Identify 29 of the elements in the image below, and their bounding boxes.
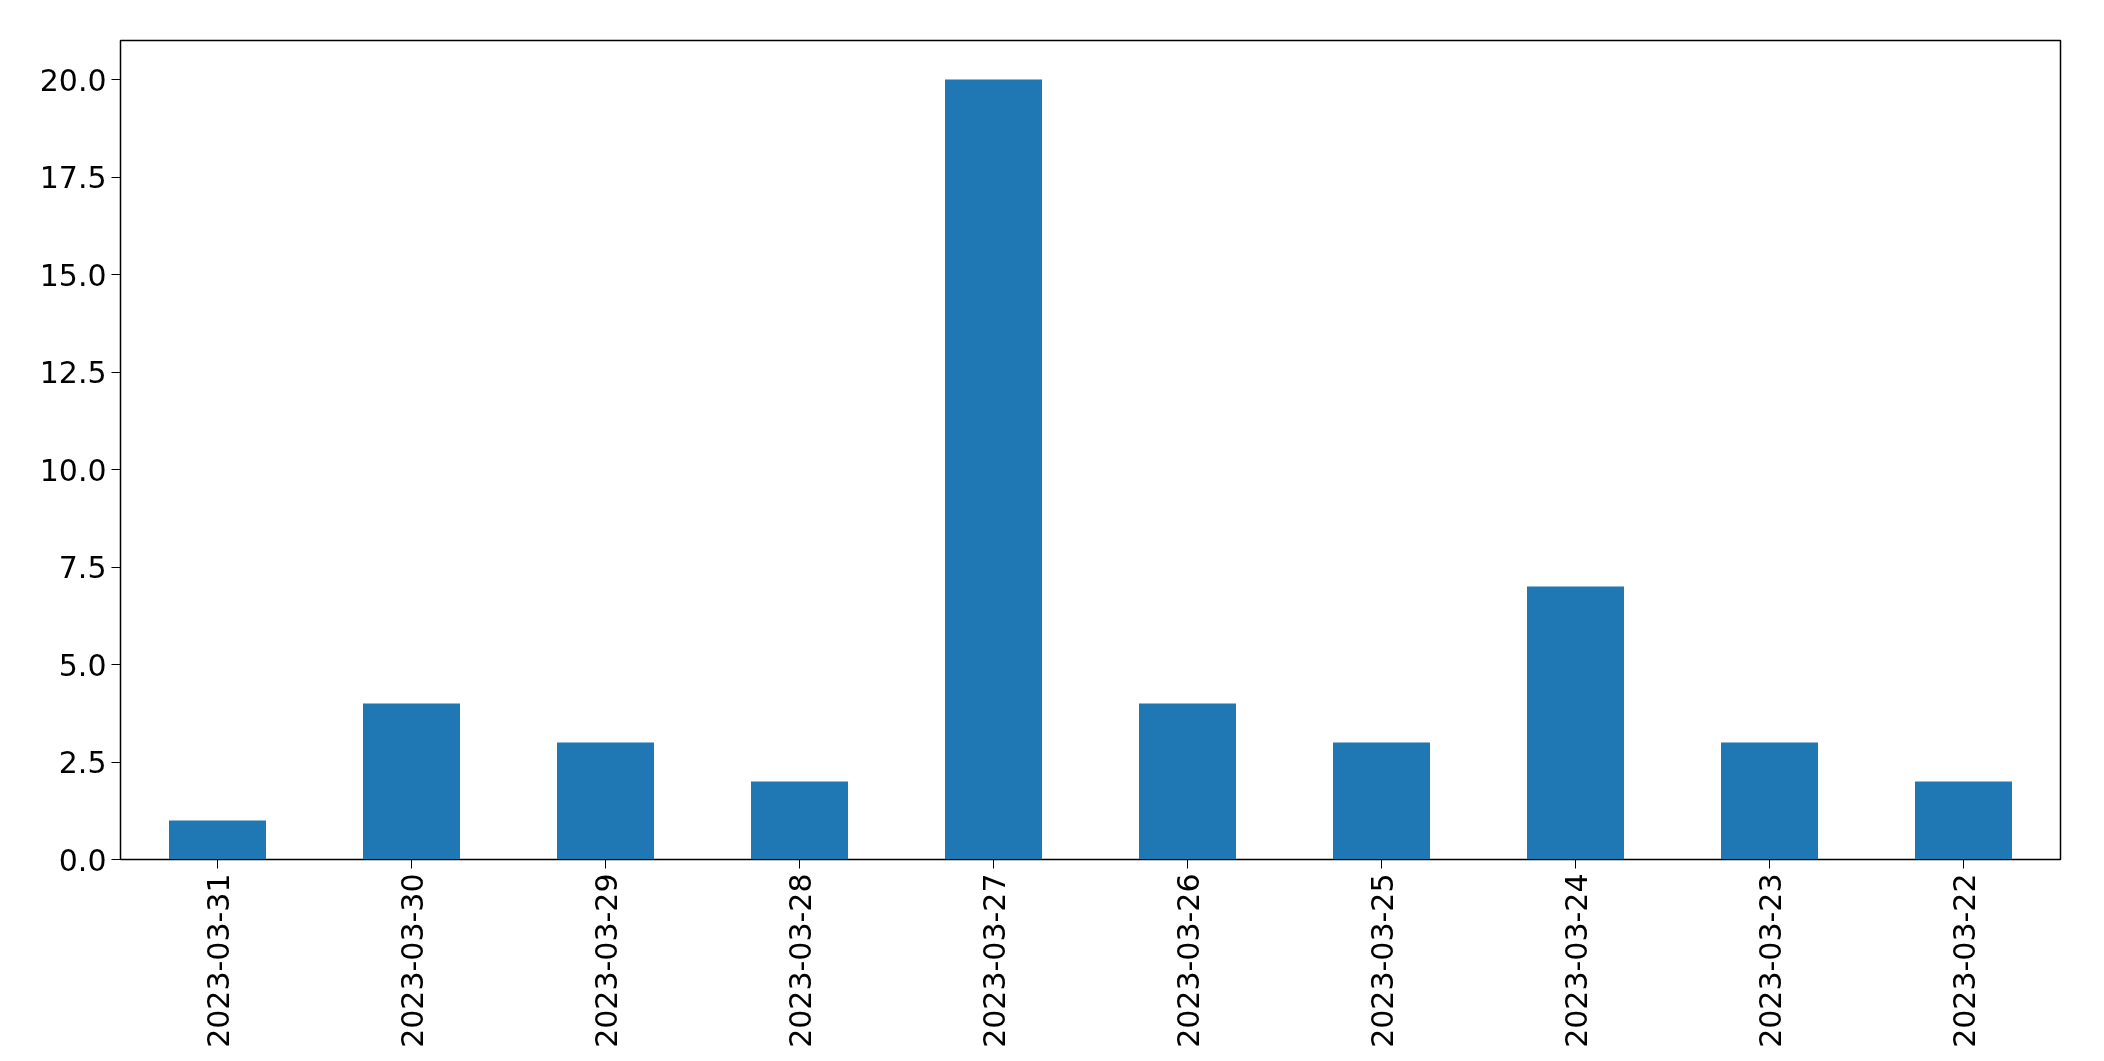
y-tick-label: 5.0 xyxy=(58,647,107,683)
x-tick-label: 2023-03-29 xyxy=(588,873,624,1048)
bar xyxy=(557,742,654,860)
bar xyxy=(169,820,266,860)
y-tick-label: 17.5 xyxy=(39,160,107,195)
x-tick-label: 2023-03-24 xyxy=(1558,873,1594,1048)
bar xyxy=(363,703,460,860)
y-tick-label: 10.0 xyxy=(39,452,107,488)
x-tick-label: 2023-03-26 xyxy=(1170,873,1206,1048)
y-tick-label: 0.0 xyxy=(58,842,107,878)
bar xyxy=(1721,742,1818,860)
x-tick-label: 2023-03-30 xyxy=(394,873,430,1048)
y-tick-label: 7.5 xyxy=(58,550,107,585)
bar xyxy=(1333,742,1430,860)
x-tick-label: 2023-03-22 xyxy=(1946,873,1982,1048)
y-tick-label: 2.5 xyxy=(58,745,107,780)
bar xyxy=(1139,703,1236,860)
bar xyxy=(945,79,1042,860)
y-tick-label: 20.0 xyxy=(39,62,107,98)
y-tick-label: 12.5 xyxy=(39,355,107,390)
x-tick-label: 2023-03-25 xyxy=(1364,873,1400,1048)
x-tick-label: 2023-03-27 xyxy=(976,873,1012,1048)
bar xyxy=(1527,586,1624,860)
bar xyxy=(1915,781,2012,860)
x-tick-label: 2023-03-31 xyxy=(200,873,236,1048)
x-tick-label: 2023-03-23 xyxy=(1752,873,1788,1048)
y-tick-label: 15.0 xyxy=(39,257,107,293)
x-tick-label: 2023-03-28 xyxy=(782,873,818,1048)
bar xyxy=(751,781,848,860)
